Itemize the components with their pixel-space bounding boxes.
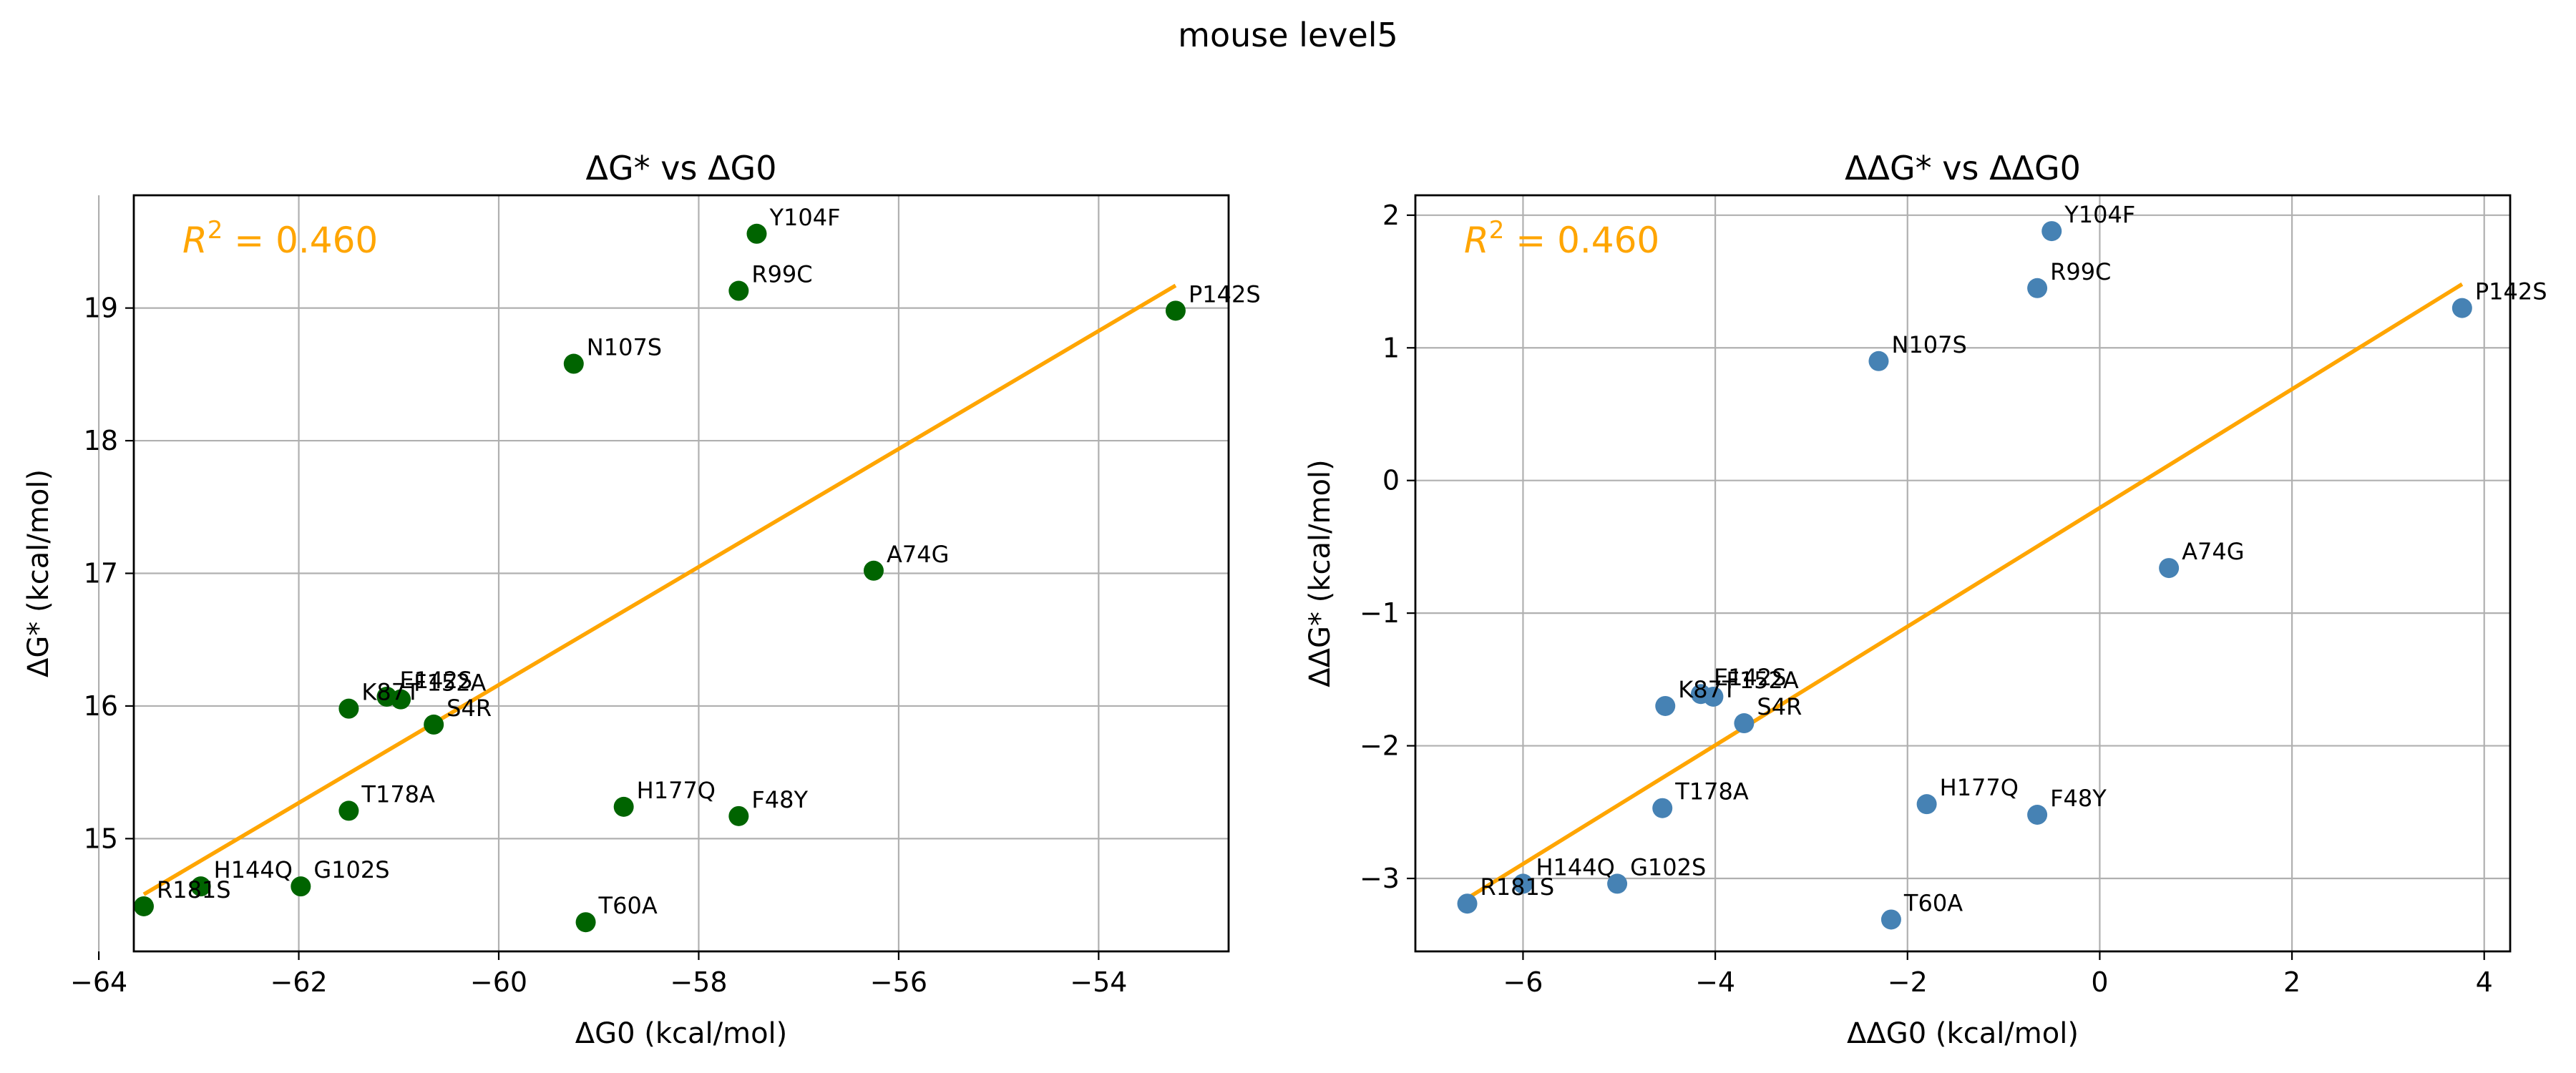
ddg-y-tick-label: 1 [1382,332,1400,363]
dg-point-label-s4r: S4R [447,695,492,722]
dg-y-tick-label: 17 [84,558,118,589]
ddg-point-label-r181s: R181S [1480,873,1555,901]
ddg-point-label-a74g: A74G [2182,538,2244,565]
dg-point-label-e142s: E142S [400,667,473,694]
dg-point-label-t60a: T60A [598,892,658,919]
ddg-point-f48y [2027,804,2048,825]
dg-point-y104f [746,223,767,244]
ddg-point-n107s [1868,351,1889,371]
ddg-point-label-t178a: T178A [1674,778,1749,805]
dg-fit-line [142,283,1177,896]
dg-point-label-g102s: G102S [313,856,389,883]
ddg-point-g102s [1607,873,1628,894]
ddg-point-label-h177q: H177Q [1940,774,2019,801]
ddg-x-tick-label: 0 [2091,966,2108,998]
ddg-point-a74g [2159,558,2180,579]
ddg-point-h144q [1513,873,1533,894]
dg-x-tick-label: −54 [1070,966,1127,998]
ddg-point-r181s [1457,893,1478,914]
ddg-point-label-f152a: F152A [1726,667,1798,694]
dg-point-h177q [613,796,634,817]
dg-point-label-k87t: K87T [361,679,420,706]
ddg-point-h177q [1916,794,1937,815]
dg-x-tick-label: −60 [470,966,527,998]
ddg-point-label-k87t: K87T [1678,676,1737,703]
dg-point-k87t [338,698,359,719]
dg-point-f152a [391,689,411,710]
dg-point-t60a [575,912,596,933]
dg-point-p142s [1165,300,1186,321]
dg-point-t178a [338,800,359,821]
ddg-point-p142s [2451,298,2472,318]
ddg-x-tick-label: 2 [2283,966,2301,998]
dg-point-label-h177q: H177Q [637,777,716,804]
ddg-point-t60a [1880,909,1901,930]
dg-plot-title: ΔG* vs ΔG0 [586,149,777,187]
ddg-point-label-f48y: F48Y [2050,785,2107,812]
dg-point-s4r [424,714,444,735]
dg-y-tick-label: 18 [84,425,118,456]
ddg-point-k87t [1655,695,1676,716]
dg-x-tick-label: −58 [670,966,727,998]
dg-y-tick-label: 16 [84,690,118,722]
dg-point-n107s [563,353,584,374]
ddg-point-s4r [1734,713,1755,734]
dg-x-tick-label: −64 [70,966,127,998]
ddg-point-y104f [2041,221,2062,242]
dg-point-label-p142s: P142S [1189,280,1261,308]
ddg-point-t178a [1652,798,1673,818]
ddg-y-tick-label: −2 [1360,730,1400,762]
dg-point-label-r181s: R181S [157,876,231,903]
ddg-point-label-t60a: T60A [1903,889,1963,916]
dg-r2-annotation: R2 = 0.460 [182,216,378,261]
ddg-x-tick-label: 4 [2476,966,2493,998]
ddg-x-tick-label: −4 [1695,966,1735,998]
ddg-x-tick-label: −6 [1503,966,1543,998]
ddg-plot-title: ΔΔG* vs ΔΔG0 [1845,149,2081,187]
ddg-point-label-h144q: H144Q [1536,853,1614,881]
dg-point-label-y104f: Y104F [769,204,840,231]
dg-point-f48y [728,805,749,826]
dg-point-label-n107s: N107S [587,334,662,361]
ddg-point-f152a [1703,686,1724,707]
ddg-point-label-e142s: E142S [1714,664,1787,691]
dg-point-label-f152a: F152A [414,670,486,697]
dg-point-r181s [133,896,154,916]
ddg-point-label-y104f: Y104F [2064,201,2135,228]
dg-point-label-a74g: A74G [887,541,949,568]
dg-point-a74g [863,560,884,581]
ddg-x-axis-label: ΔΔG0 (kcal/mol) [1847,1017,2079,1050]
ddg-point-label-r99c: R99C [2050,258,2111,285]
ddg-y-axis-label: ΔΔG* (kcal/mol) [1304,459,1337,687]
dg-y-tick-label: 19 [84,293,118,324]
ddg-axes-frame [1414,194,2512,953]
ddg-point-label-n107s: N107S [1891,331,1966,358]
ddg-y-tick-label: −1 [1360,597,1400,629]
dg-x-tick-label: −56 [870,966,927,998]
ddg-y-tick-label: 2 [1382,200,1400,231]
dg-x-tick-label: −62 [270,966,327,998]
dg-point-label-r99c: R99C [751,261,812,288]
ddg-y-tick-label: 0 [1382,465,1400,496]
dg-point-r99c [728,280,749,301]
dg-point-g102s [291,876,311,897]
dg-point-label-h144q: H144Q [214,856,293,883]
ddg-x-tick-label: −2 [1888,966,1928,998]
ddg-y-tick-label: −3 [1360,863,1400,894]
dg-point-label-f48y: F48Y [751,786,808,813]
figure-title: mouse level5 [1178,16,1398,54]
dg-x-axis-label: ΔG0 (kcal/mol) [575,1017,788,1050]
ddg-r2-annotation: R2 = 0.460 [1464,216,1659,261]
dg-point-h144q [190,876,211,897]
dg-y-axis-label: ΔG* (kcal/mol) [22,469,55,677]
ddg-point-r99c [2027,278,2048,298]
ddg-point-label-s4r: S4R [1757,693,1802,720]
dg-y-tick-label: 15 [84,823,118,854]
dg-point-label-t178a: T178A [361,780,435,808]
ddg-point-label-g102s: G102S [1630,853,1706,881]
ddg-fit-line [1466,282,2464,901]
